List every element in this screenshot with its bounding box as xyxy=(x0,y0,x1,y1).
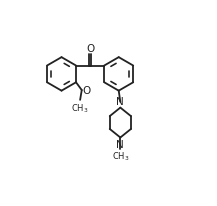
Text: CH$_3$: CH$_3$ xyxy=(112,150,129,163)
Text: N: N xyxy=(117,97,124,107)
Text: N: N xyxy=(117,139,124,149)
Text: O: O xyxy=(86,44,94,54)
Text: O: O xyxy=(82,86,90,96)
Text: CH$_3$: CH$_3$ xyxy=(71,102,89,114)
